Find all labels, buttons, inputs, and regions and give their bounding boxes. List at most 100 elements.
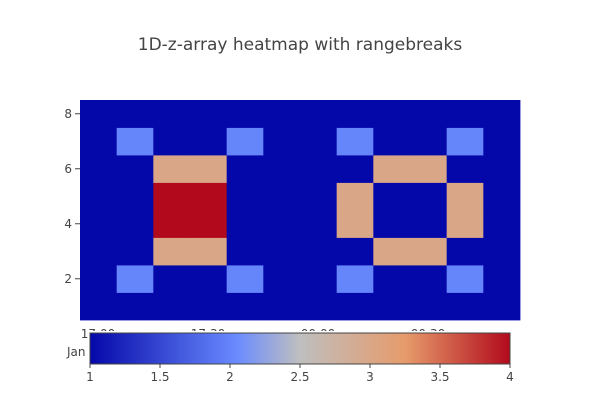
colorbar-tick-label: 2	[226, 370, 234, 384]
heatmap-cell[interactable]	[300, 155, 338, 183]
heatmap-cell[interactable]	[300, 237, 338, 266]
heatmap-cell[interactable]	[300, 292, 338, 321]
heatmap-cell[interactable]	[336, 292, 374, 321]
heatmap-cell[interactable]	[483, 210, 521, 238]
heatmap-cell[interactable]	[153, 237, 191, 266]
heatmap-cell[interactable]	[336, 182, 374, 211]
heatmap-cell[interactable]	[263, 100, 301, 128]
heatmap-cell[interactable]	[483, 265, 521, 293]
heatmap-cell[interactable]	[116, 292, 154, 321]
heatmap-cell[interactable]	[446, 182, 484, 211]
heatmap-cell[interactable]	[483, 100, 521, 128]
plot-area[interactable]	[80, 100, 521, 321]
heatmap-cell[interactable]	[446, 265, 484, 293]
heatmap-cell[interactable]	[300, 210, 338, 238]
heatmap-cell[interactable]	[373, 127, 411, 156]
heatmap-cell[interactable]	[263, 237, 301, 266]
heatmap-cell[interactable]	[263, 182, 301, 211]
heatmap-cell[interactable]	[483, 237, 521, 266]
heatmap-cell[interactable]	[446, 155, 484, 183]
heatmap-cell[interactable]	[483, 182, 521, 211]
heatmap-cell[interactable]	[446, 292, 484, 321]
heatmap-cell[interactable]	[446, 127, 484, 156]
heatmap-cell[interactable]	[300, 100, 338, 128]
heatmap-cell[interactable]	[336, 127, 374, 156]
heatmap-cell[interactable]	[80, 292, 118, 321]
heatmap-cell[interactable]	[153, 210, 191, 238]
heatmap-cell[interactable]	[410, 127, 448, 156]
heatmap-cell[interactable]	[226, 100, 264, 128]
heatmap-cell[interactable]	[80, 237, 118, 266]
heatmap-cell[interactable]	[373, 265, 411, 293]
heatmap-cell[interactable]	[226, 265, 264, 293]
heatmap-cell[interactable]	[263, 265, 301, 293]
heatmap-cell[interactable]	[153, 127, 191, 156]
heatmap-cell[interactable]	[80, 100, 118, 128]
heatmap-cell[interactable]	[80, 265, 118, 293]
heatmap-cell[interactable]	[373, 100, 411, 128]
heatmap-cell[interactable]	[190, 100, 228, 128]
heatmap-cell[interactable]	[300, 265, 338, 293]
heatmap-cell[interactable]	[446, 237, 484, 266]
heatmap-cell[interactable]	[336, 210, 374, 238]
heatmap-cell[interactable]	[410, 155, 448, 183]
heatmap-cell[interactable]	[116, 100, 154, 128]
heatmap-cell[interactable]	[373, 182, 411, 211]
heatmap-cell[interactable]	[153, 265, 191, 293]
heatmap-cell[interactable]	[300, 182, 338, 211]
heatmap-cell[interactable]	[80, 127, 118, 156]
heatmap-cell[interactable]	[373, 292, 411, 321]
heatmap-cell[interactable]	[190, 237, 228, 266]
heatmap-cell[interactable]	[483, 127, 521, 156]
heatmap-cell[interactable]	[263, 292, 301, 321]
heatmap-cell[interactable]	[373, 210, 411, 238]
heatmap-cell[interactable]	[116, 265, 154, 293]
heatmap-cell[interactable]	[80, 155, 118, 183]
heatmap-cell[interactable]	[153, 292, 191, 321]
heatmap-cell[interactable]	[190, 292, 228, 321]
heatmap-cell[interactable]	[483, 292, 521, 321]
heatmap-cell[interactable]	[336, 237, 374, 266]
heatmap-cell[interactable]	[336, 100, 374, 128]
heatmap-cell[interactable]	[373, 155, 411, 183]
heatmap-cell[interactable]	[153, 182, 191, 211]
heatmap-cell[interactable]	[446, 100, 484, 128]
heatmap-cell[interactable]	[153, 100, 191, 128]
heatmap-cell[interactable]	[190, 182, 228, 211]
heatmap-cell[interactable]	[410, 182, 448, 211]
heatmap-cell[interactable]	[410, 100, 448, 128]
heatmap-cell[interactable]	[226, 127, 264, 156]
heatmap-cell[interactable]	[80, 210, 118, 238]
heatmap-cell[interactable]	[116, 237, 154, 266]
heatmap-cell[interactable]	[410, 292, 448, 321]
heatmap-cell[interactable]	[483, 155, 521, 183]
heatmap-cell[interactable]	[116, 127, 154, 156]
heatmap-cell[interactable]	[410, 237, 448, 266]
heatmap-cell[interactable]	[116, 210, 154, 238]
heatmap-cell[interactable]	[300, 127, 338, 156]
heatmap-cell[interactable]	[410, 210, 448, 238]
heatmap-cell[interactable]	[263, 155, 301, 183]
heatmap-cell[interactable]	[226, 182, 264, 211]
heatmap-cell[interactable]	[116, 182, 154, 211]
heatmap-cell[interactable]	[373, 237, 411, 266]
heatmap-cell[interactable]	[190, 155, 228, 183]
heatmap-cell[interactable]	[80, 182, 118, 211]
heatmap-cell[interactable]	[226, 292, 264, 321]
heatmap-cell[interactable]	[263, 127, 301, 156]
heatmap-cell[interactable]	[153, 155, 191, 183]
heatmap-cell[interactable]	[190, 210, 228, 238]
heatmap-cell[interactable]	[226, 210, 264, 238]
heatmap-cell[interactable]	[190, 265, 228, 293]
heatmap-cell[interactable]	[263, 210, 301, 238]
heatmap-cell[interactable]	[336, 155, 374, 183]
heatmap-cell[interactable]	[226, 155, 264, 183]
heatmap-cell[interactable]	[410, 265, 448, 293]
heatmap-cell[interactable]	[446, 210, 484, 238]
heatmap-cell[interactable]	[190, 127, 228, 156]
heatmap-cell[interactable]	[336, 265, 374, 293]
heatmap-cell[interactable]	[116, 155, 154, 183]
heatmap-cell[interactable]	[226, 237, 264, 266]
y-tick-label: 4	[64, 217, 72, 231]
